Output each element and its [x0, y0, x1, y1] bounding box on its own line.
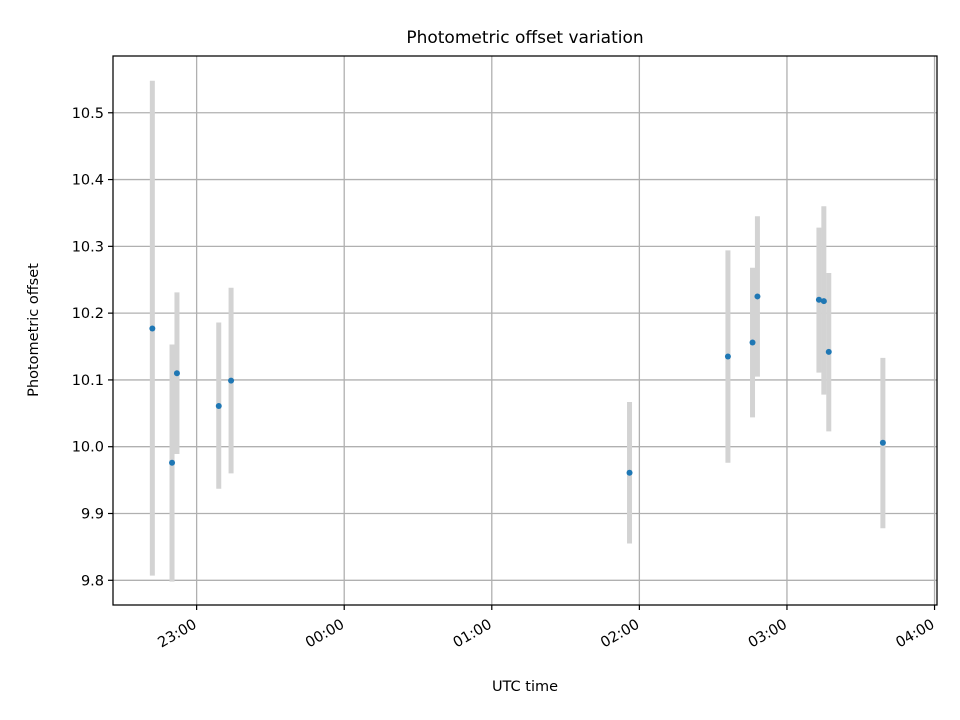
data-point: [173, 370, 180, 377]
data-point: [149, 325, 156, 332]
grid: [113, 56, 937, 605]
y-tick-label: 10.5: [72, 106, 104, 122]
data-point: [815, 296, 822, 303]
data-point: [724, 353, 731, 360]
y-axis-ticks: 9.8 9.9 10.0 10.1 10.2 10.3 10.4 10.5: [72, 106, 113, 589]
data-point: [879, 439, 886, 446]
y-tick-label: 10.3: [72, 239, 104, 255]
plot-frame: [112, 55, 938, 606]
data-point: [626, 469, 633, 476]
data-point: [820, 298, 827, 305]
data-point: [825, 348, 832, 355]
y-tick-label: 10.4: [72, 173, 104, 189]
data-point: [169, 459, 176, 466]
data-point: [228, 377, 235, 384]
y-axis-label: Photometric offset: [26, 263, 42, 397]
y-tick-label: 10.1: [72, 373, 104, 389]
chart-title: Photometric offset variation: [406, 28, 643, 48]
y-tick-label: 10.0: [72, 440, 104, 456]
data-point: [754, 293, 761, 300]
y-tick-label: 9.9: [81, 507, 104, 523]
data-point: [749, 339, 756, 346]
data-point: [215, 402, 222, 409]
y-tick-label: 10.2: [72, 306, 104, 322]
data-points: [149, 293, 886, 476]
y-tick-label: 9.8: [81, 573, 104, 589]
x-axis-label: UTC time: [492, 679, 558, 695]
